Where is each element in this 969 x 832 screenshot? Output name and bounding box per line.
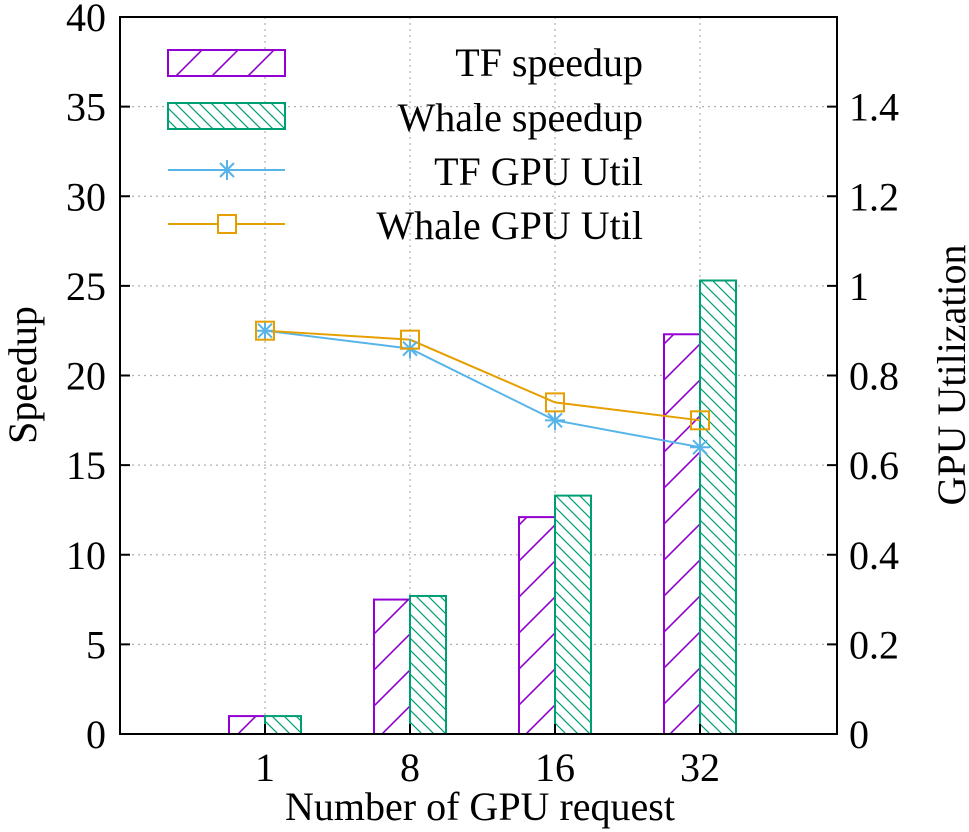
y-axis-title: Speedup [0, 306, 45, 444]
y2-axis-title: GPU Utilization [929, 244, 969, 505]
y-tick-label-0: 0 [86, 712, 106, 757]
x-axis-title: Number of GPU request [285, 784, 675, 829]
legend-item-tf-gpu-util: TF GPU Util [168, 149, 643, 194]
bars [228, 279, 737, 736]
y2-tick-label-6: 1.2 [849, 174, 899, 219]
y-tick-label-2: 10 [66, 533, 106, 578]
legend-label-whale-speedup: Whale speedup [398, 95, 643, 140]
y-tick-label-4: 20 [66, 354, 106, 399]
y2-tick-label-3: 0.6 [849, 443, 899, 488]
legend-swatch-whale-speedup [167, 102, 286, 130]
y2-tick-label-4: 0.8 [849, 354, 899, 399]
bar-whale-speedup-3 [699, 279, 737, 735]
legend-label-tf-speedup: TF speedup [455, 40, 643, 85]
y2-tick-label-5: 1 [849, 264, 869, 309]
x-tick-label-3: 32 [680, 745, 720, 790]
marker-whale-gpu-util-3 [690, 410, 710, 431]
bar-tf-speedup-1 [373, 598, 411, 735]
y2-tick-label-1: 0.2 [849, 622, 899, 667]
line-tf-gpu-util [264, 329, 701, 449]
y2-axis-ticks: 0 0.2 0.4 0.6 0.8 1 1.2 1.4 [827, 85, 899, 757]
y2-tick-label-7: 1.4 [849, 85, 899, 130]
bar-whale-speedup-0 [264, 715, 302, 736]
marker-tf-gpu-util-3 [690, 437, 710, 458]
y2-tick-label-0: 0 [849, 712, 869, 757]
legend-label-tf-gpu-util: TF GPU Util [434, 149, 643, 194]
legend-item-whale-speedup: Whale speedup [167, 95, 643, 140]
marker-whale-gpu-util-2 [545, 392, 565, 413]
marker-tf-gpu-util-2 [545, 410, 565, 431]
util-lines [264, 329, 701, 449]
bar-tf-speedup-0 [228, 715, 266, 736]
bar-tf-speedup-2 [518, 516, 556, 735]
x-tick-label-0: 1 [255, 745, 275, 790]
y-tick-label-1: 5 [86, 622, 106, 667]
y2-tick-label-2: 0.4 [849, 533, 899, 578]
y-tick-label-3: 15 [66, 443, 106, 488]
line-whale-gpu-util [264, 329, 701, 422]
bar-whale-speedup-2 [554, 494, 592, 735]
legend-item-whale-gpu-util: Whale GPU Util [168, 203, 643, 248]
legend-item-tf-speedup: TF speedup [167, 40, 643, 85]
marker-tf-gpu-util-0 [255, 320, 275, 341]
y-tick-label-7: 35 [66, 85, 106, 130]
x-tick-label-1: 8 [400, 745, 420, 790]
marker-whale-gpu-util-1 [400, 329, 420, 350]
marker-whale-gpu-util-0 [255, 320, 275, 341]
x-tick-label-2: 16 [535, 745, 575, 790]
legend-marker-tf-gpu-util [217, 160, 237, 180]
y-tick-label-5: 25 [66, 264, 106, 309]
bar-whale-speedup-1 [409, 594, 447, 735]
y-tick-label-8: 40 [66, 0, 106, 40]
legend: TF speedup Whale speedup TF GPU Util [167, 40, 643, 248]
y-axis-ticks: 0 5 10 15 20 25 30 35 40 [66, 0, 130, 757]
util-markers [255, 320, 710, 458]
legend-label-whale-gpu-util: Whale GPU Util [376, 203, 643, 248]
bar-tf-speedup-3 [663, 333, 701, 735]
legend-swatch-tf-speedup [167, 49, 286, 77]
y-tick-label-6: 30 [66, 174, 106, 219]
legend-marker-whale-gpu-util [217, 214, 237, 234]
x-axis-ticks: 1 8 16 32 [255, 724, 720, 790]
